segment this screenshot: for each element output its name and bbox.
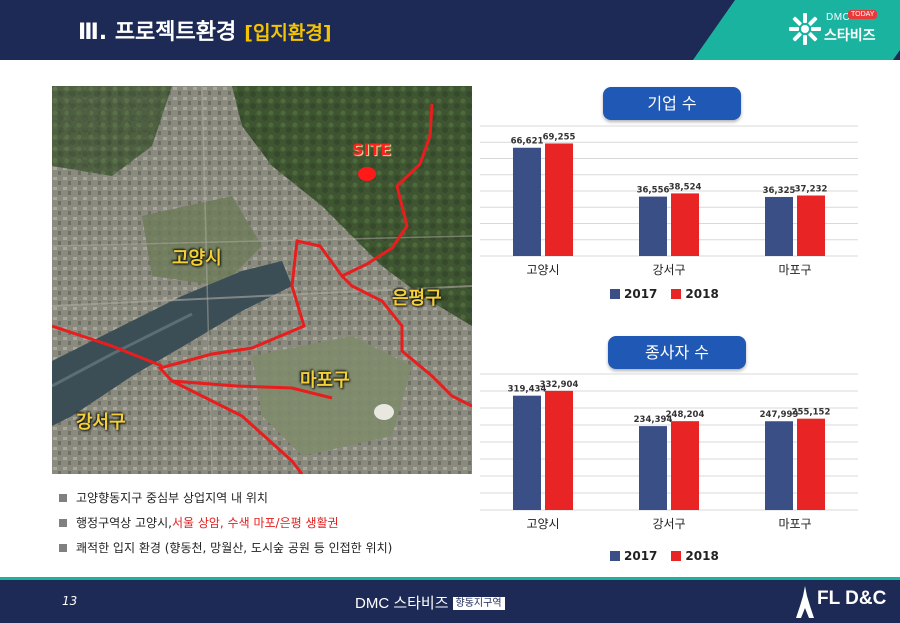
legend-label: 2017	[624, 549, 658, 563]
bullet-item: 행정구역상 고양시, 서울 상암, 수색 마포/은평 생활권	[55, 510, 475, 535]
legend-item-2018: 2018	[671, 549, 719, 563]
star-logo-icon	[789, 13, 821, 45]
data-label: 247,999	[760, 410, 799, 420]
chart-title-employees: 종사자 수	[608, 336, 746, 369]
chart-title-companies: 기업 수	[603, 87, 741, 120]
header-bar: Ⅲ. 프로젝트환경 [입지환경] DMC TODAY 스타비즈	[0, 0, 900, 60]
chart-legend-employees: 2017 2018	[610, 549, 733, 563]
bar-2018	[671, 193, 699, 256]
page-title: Ⅲ. 프로젝트환경 [입지환경]	[78, 14, 332, 46]
bullet-square-icon	[59, 518, 67, 527]
data-label: 37,232	[795, 184, 828, 194]
bar-2018	[545, 143, 573, 256]
legend-swatch	[610, 551, 620, 561]
companies-bar-chart: 66,621 69,255 고양시 36,556 38,524 강서구 36,325 37,2…	[480, 125, 858, 277]
data-label: 36,325	[763, 186, 796, 196]
site-marker	[358, 167, 376, 181]
bar-2017	[639, 426, 667, 510]
category-label: 강서구	[652, 263, 685, 277]
legend-swatch	[610, 289, 620, 299]
bar-2018	[797, 195, 825, 256]
legend-label: 2018	[685, 549, 719, 563]
bullet-text: 행정구역상 고양시,	[76, 516, 172, 530]
bar-2017	[765, 196, 793, 256]
data-label: 69,255	[543, 132, 576, 142]
category-label: 고양시	[526, 263, 559, 277]
footer-brand: DMC 스타비즈 향동지구역	[355, 592, 505, 613]
page-title-text: Ⅲ. 프로젝트환경	[78, 20, 237, 45]
page-number: 13	[62, 594, 78, 608]
logo-badge: TODAY	[848, 10, 878, 19]
map-label-goyang: 고양시	[172, 248, 222, 269]
category-label: 강서구	[652, 517, 685, 531]
legend-label: 2018	[685, 287, 719, 301]
tower-logo-icon	[796, 586, 814, 618]
site-label: SITE	[352, 140, 392, 159]
site-map-image: SITE 고양시 은평구 마포구 강서구	[52, 86, 472, 474]
data-label: 36,556	[637, 186, 670, 196]
chart-legend-companies: 2017 2018	[610, 287, 733, 301]
data-label: 66,621	[511, 137, 544, 147]
map-label-gangseo: 강서구	[76, 412, 126, 433]
footer-accent-line	[0, 577, 900, 580]
legend-label: 2017	[624, 287, 658, 301]
dmc-starbiz-logo: DMC TODAY 스타비즈	[788, 10, 888, 50]
fl-dnc-logo: FL D&C	[795, 584, 895, 620]
company-name: FL D&C	[817, 588, 887, 609]
footer-brand-tag: 향동지구역	[452, 597, 505, 610]
data-label: 255,152	[792, 408, 831, 418]
footer-bar: 13 DMC 스타비즈 향동지구역 FL D&C	[0, 580, 900, 623]
bullet-item: 고양향동지구 중심부 상업지역 내 위치	[55, 485, 475, 510]
data-label: 319,434	[508, 385, 547, 395]
logo-name-text: 스타비즈	[824, 28, 876, 44]
category-label: 마포구	[778, 263, 811, 277]
bullet-item: 쾌적한 입지 환경 (향동천, 망월산, 도시숲 공원 등 인접한 위치)	[55, 535, 475, 560]
data-label: 38,524	[669, 182, 702, 192]
bar-2017	[513, 395, 541, 510]
category-label: 고양시	[526, 517, 559, 531]
footer-brand-name: 스타비즈	[393, 594, 449, 612]
bar-2017	[765, 421, 793, 510]
legend-item-2017: 2017	[610, 549, 657, 563]
bar-2018	[797, 418, 825, 510]
bullet-square-icon	[59, 543, 67, 552]
data-label: 234,394	[634, 415, 673, 425]
page-subtitle: [입지환경]	[244, 22, 332, 44]
bullet-highlight: 서울 상암, 수색 마포/은평 생활권	[171, 516, 339, 530]
map-label-mapo: 마포구	[300, 370, 350, 391]
legend-swatch	[671, 551, 682, 561]
bar-2017	[513, 147, 541, 256]
footer-brand-dmc: DMC	[355, 595, 394, 612]
bar-2018	[671, 421, 699, 510]
data-label: 332,904	[540, 380, 579, 390]
bar-2018	[545, 390, 573, 510]
data-label: 248,204	[666, 410, 705, 420]
bar-2017	[639, 196, 667, 256]
aerial-map-graphic	[52, 86, 472, 474]
legend-item-2018: 2018	[671, 287, 719, 301]
category-label: 마포구	[778, 517, 811, 531]
logo-dmc-text: DMC	[826, 12, 851, 23]
legend-item-2017: 2017	[610, 287, 657, 301]
bullet-square-icon	[59, 493, 67, 502]
legend-swatch	[671, 289, 682, 299]
bullet-text: 쾌적한 입지 환경 (향동천, 망월산, 도시숲 공원 등 인접한 위치)	[76, 541, 393, 555]
feature-bullet-list: 고양향동지구 중심부 상업지역 내 위치 행정구역상 고양시, 서울 상암, 수…	[55, 485, 475, 560]
bullet-text: 고양향동지구 중심부 상업지역 내 위치	[76, 491, 268, 505]
map-label-eunpyeong: 은평구	[392, 288, 442, 309]
